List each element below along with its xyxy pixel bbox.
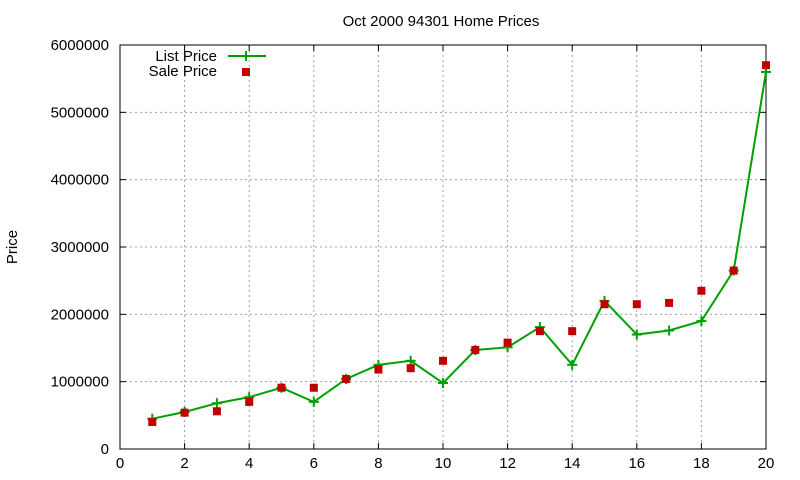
sale-price-point: [665, 298, 674, 307]
sale-price-point: [245, 397, 254, 406]
sale-price-point: [697, 286, 706, 295]
sale-price-point: [600, 300, 609, 309]
sale-price-point: [212, 407, 221, 416]
sale-price-point: [406, 364, 415, 373]
y-tick-label: 1000000: [51, 374, 109, 391]
y-tick-label: 0: [101, 441, 109, 458]
list-price-point: [438, 378, 448, 389]
sale-price-point: [729, 266, 738, 275]
axis-ticks: 0 2 4 6 8 10 12 14 16 18 20 0 1000000 2000000 3000000 4…: [51, 37, 775, 472]
legend: List Price Sale Price: [149, 48, 266, 80]
legend-sale-price-label: Sale Price: [149, 63, 217, 80]
sale-price-point: [471, 346, 480, 355]
x-tick-label: 16: [628, 455, 645, 472]
x-tick-label: 12: [499, 455, 516, 472]
series-layer: [147, 61, 771, 427]
x-tick-label: 0: [116, 455, 124, 472]
y-tick-label: 2000000: [51, 306, 109, 323]
sale-price-point: [568, 327, 577, 336]
sale-price-point: [439, 356, 447, 365]
y-axis-label: Price: [4, 230, 21, 264]
y-tick-label: 6000000: [51, 37, 109, 54]
sale-price-point: [762, 61, 770, 70]
x-tick-label: 18: [693, 455, 710, 472]
legend-list-price-label: List Price: [155, 48, 217, 65]
x-tick-label: 8: [374, 455, 382, 472]
list-price-point: [211, 398, 222, 409]
sale-price-point: [148, 418, 157, 427]
x-tick-label: 10: [435, 455, 452, 472]
sale-price-point: [277, 383, 286, 392]
sale-price-point: [535, 327, 544, 336]
list-price-point: [664, 325, 675, 336]
y-tick-label: 5000000: [51, 104, 109, 121]
sale-price-point: [374, 365, 383, 374]
list-price-point: [696, 316, 707, 327]
plot-frame: [119, 44, 767, 450]
chart-title: Oct 2000 94301 Home Prices: [343, 13, 540, 30]
x-tick-label: 4: [245, 455, 253, 472]
list-price-line: [152, 71, 767, 420]
legend-sale-price-marker: [242, 68, 250, 76]
y-tick-label: 3000000: [51, 239, 109, 256]
grid: [120, 45, 766, 449]
sale-price-point: [632, 300, 641, 309]
y-tick-label: 4000000: [51, 172, 109, 189]
x-tick-label: 14: [564, 455, 581, 472]
legend-list-price-marker: [241, 51, 251, 61]
list-price-point: [567, 359, 578, 370]
list-price-point: [631, 329, 642, 340]
sale-price-point: [503, 338, 512, 347]
sale-price-point: [309, 383, 318, 392]
list-price-point: [405, 355, 416, 366]
x-tick-label: 2: [180, 455, 188, 472]
sale-price-point: [342, 374, 351, 383]
list-price-point: [308, 396, 319, 407]
sale-price-point: [180, 408, 189, 417]
x-tick-label: 6: [310, 455, 318, 472]
x-tick-label: 20: [758, 455, 775, 472]
